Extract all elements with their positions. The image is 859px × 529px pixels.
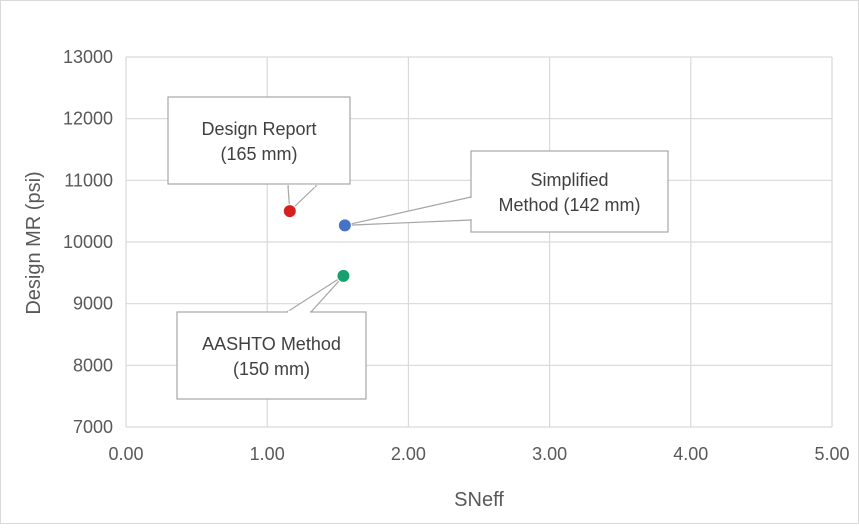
x-axis-label: SNeff (454, 489, 504, 511)
y-tick-label: 9000 (73, 294, 113, 314)
data-point-3 (336, 268, 351, 283)
callout-label-line: Design Report (201, 119, 316, 139)
x-tick-label: 0.00 (108, 444, 143, 464)
callout-3: AASHTO Method (150 mm) (176, 275, 367, 400)
x-tick-label: 4.00 (673, 444, 708, 464)
callout-2: Simplified Method (142 mm) (344, 150, 669, 233)
x-tick-label: 5.00 (814, 444, 849, 464)
callout-box (470, 150, 669, 233)
y-axis-label: Design MR (psi) (23, 171, 45, 314)
x-axis-ticks: 0.00 1.00 2.00 3.00 4.00 5.00 (108, 444, 849, 464)
callouts: Design Report (165 mm) Simplified Method (1… (167, 96, 669, 400)
y-tick-label: 11000 (64, 170, 113, 190)
y-tick-label: 7000 (73, 417, 113, 437)
y-tick-label: 8000 (73, 355, 113, 375)
callout-1: Design Report (165 mm) (167, 96, 351, 213)
y-axis-ticks: 7000 8000 9000 10000 11000 12000 13000 (63, 47, 113, 437)
callout-box (167, 96, 351, 185)
callout-label-line: Simplified (530, 170, 608, 190)
callout-box (176, 311, 367, 400)
y-tick-label: 10000 (63, 232, 113, 252)
data-points (282, 204, 352, 283)
x-tick-label: 3.00 (532, 444, 567, 464)
data-point-1 (282, 204, 297, 219)
callout-label-line: AASHTO Method (202, 334, 341, 354)
y-tick-label: 12000 (63, 109, 113, 129)
x-tick-label: 1.00 (250, 444, 285, 464)
data-point-2 (337, 218, 352, 233)
x-tick-label: 2.00 (391, 444, 426, 464)
y-tick-label: 13000 (63, 47, 113, 67)
callout-label-line: (150 mm) (233, 359, 310, 379)
callout-label-line: (165 mm) (220, 144, 297, 164)
callout-label-line: Method (142 mm) (498, 195, 640, 215)
